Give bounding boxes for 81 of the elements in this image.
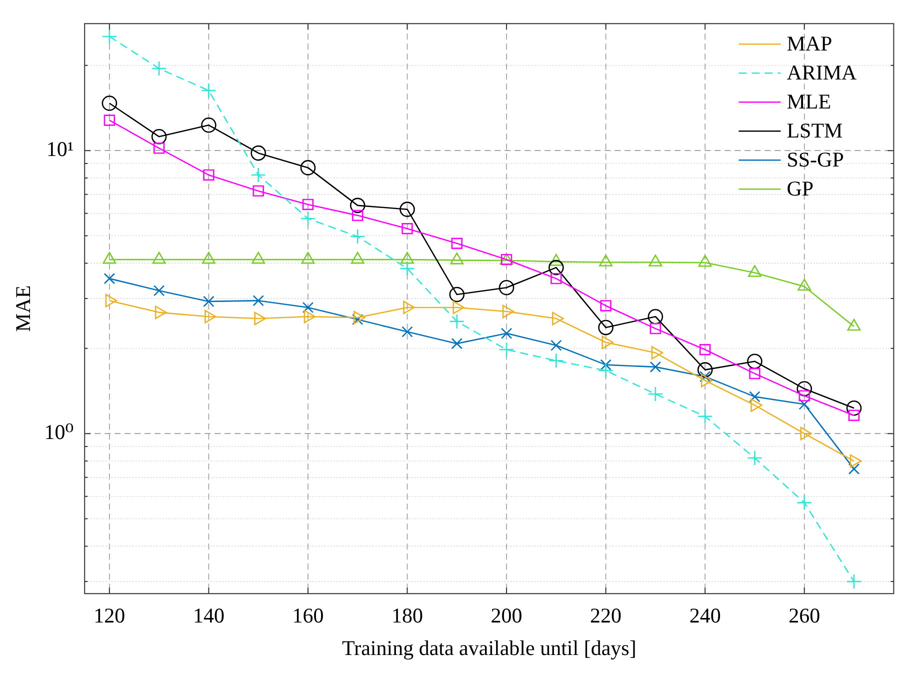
point xyxy=(352,314,364,326)
point xyxy=(600,300,612,312)
point xyxy=(300,210,316,226)
x-tick-label: 180 xyxy=(392,604,424,628)
point xyxy=(749,368,760,380)
point xyxy=(796,381,812,396)
point xyxy=(648,386,664,402)
legend-label: LSTM xyxy=(786,118,844,143)
x-axis-title: Training data available until [days] xyxy=(342,636,636,660)
point xyxy=(749,391,760,402)
point xyxy=(451,338,462,350)
point xyxy=(302,198,314,210)
point xyxy=(300,160,316,176)
point xyxy=(598,320,614,336)
point xyxy=(203,296,214,308)
point xyxy=(846,574,862,590)
point xyxy=(350,198,366,214)
y-axis-title: MAE xyxy=(11,285,36,332)
x-tick-label: 220 xyxy=(590,604,622,628)
legend-label: GP xyxy=(786,176,814,201)
point xyxy=(201,82,216,98)
point xyxy=(697,408,713,424)
point xyxy=(798,390,810,402)
point xyxy=(449,286,465,302)
point xyxy=(350,228,366,244)
point xyxy=(250,145,266,161)
x-tick-label: 120 xyxy=(94,604,126,628)
point xyxy=(598,362,614,378)
point xyxy=(400,260,415,276)
point xyxy=(201,117,216,133)
point xyxy=(699,370,711,382)
x-tick-label: 240 xyxy=(689,604,721,628)
legend-label: MAP xyxy=(786,32,832,56)
point xyxy=(102,28,118,44)
x-tick-label: 200 xyxy=(490,604,522,628)
x-tick-label: 140 xyxy=(192,604,224,628)
point xyxy=(550,340,562,351)
point xyxy=(451,238,462,249)
x-tick-label: 260 xyxy=(788,604,820,628)
point xyxy=(498,342,514,358)
point xyxy=(848,463,860,475)
point xyxy=(102,96,118,111)
point xyxy=(650,361,662,373)
legend-label: ARIMA xyxy=(786,60,858,85)
x-tick-label: 160 xyxy=(292,604,324,628)
legend-label: SS-GP xyxy=(786,148,844,172)
legend-label: MLE xyxy=(786,90,832,114)
point xyxy=(449,314,465,330)
point xyxy=(498,280,514,296)
point xyxy=(250,167,266,183)
point xyxy=(697,362,713,378)
point xyxy=(402,223,413,234)
point xyxy=(402,326,413,338)
point xyxy=(798,398,810,410)
point xyxy=(500,328,512,339)
point xyxy=(548,260,564,276)
point xyxy=(153,285,165,296)
point xyxy=(400,202,415,217)
point xyxy=(203,169,214,181)
point xyxy=(796,495,812,510)
point xyxy=(302,302,314,314)
point xyxy=(548,353,564,368)
point xyxy=(600,359,612,370)
point xyxy=(352,210,364,222)
point xyxy=(747,354,762,369)
point xyxy=(699,344,711,356)
point xyxy=(648,308,664,324)
point xyxy=(153,142,165,154)
point xyxy=(846,400,862,416)
point xyxy=(104,272,116,284)
point xyxy=(151,129,167,144)
point xyxy=(151,60,167,76)
y-tick-label: 10⁰ xyxy=(44,420,74,444)
point xyxy=(252,185,264,197)
point xyxy=(747,450,762,466)
point xyxy=(550,272,562,284)
point xyxy=(252,295,264,306)
point xyxy=(104,114,116,126)
y-tick-label: 10¹ xyxy=(46,137,74,162)
point xyxy=(848,410,860,421)
point xyxy=(650,322,662,334)
